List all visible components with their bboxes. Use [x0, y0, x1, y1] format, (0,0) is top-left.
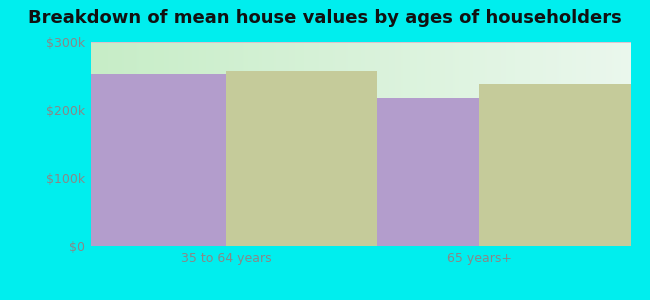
Bar — [480, 84, 630, 246]
Bar — [328, 98, 480, 246]
Bar — [226, 70, 377, 246]
Text: Breakdown of mean house values by ages of householders: Breakdown of mean house values by ages o… — [28, 9, 622, 27]
Bar — [75, 74, 226, 246]
